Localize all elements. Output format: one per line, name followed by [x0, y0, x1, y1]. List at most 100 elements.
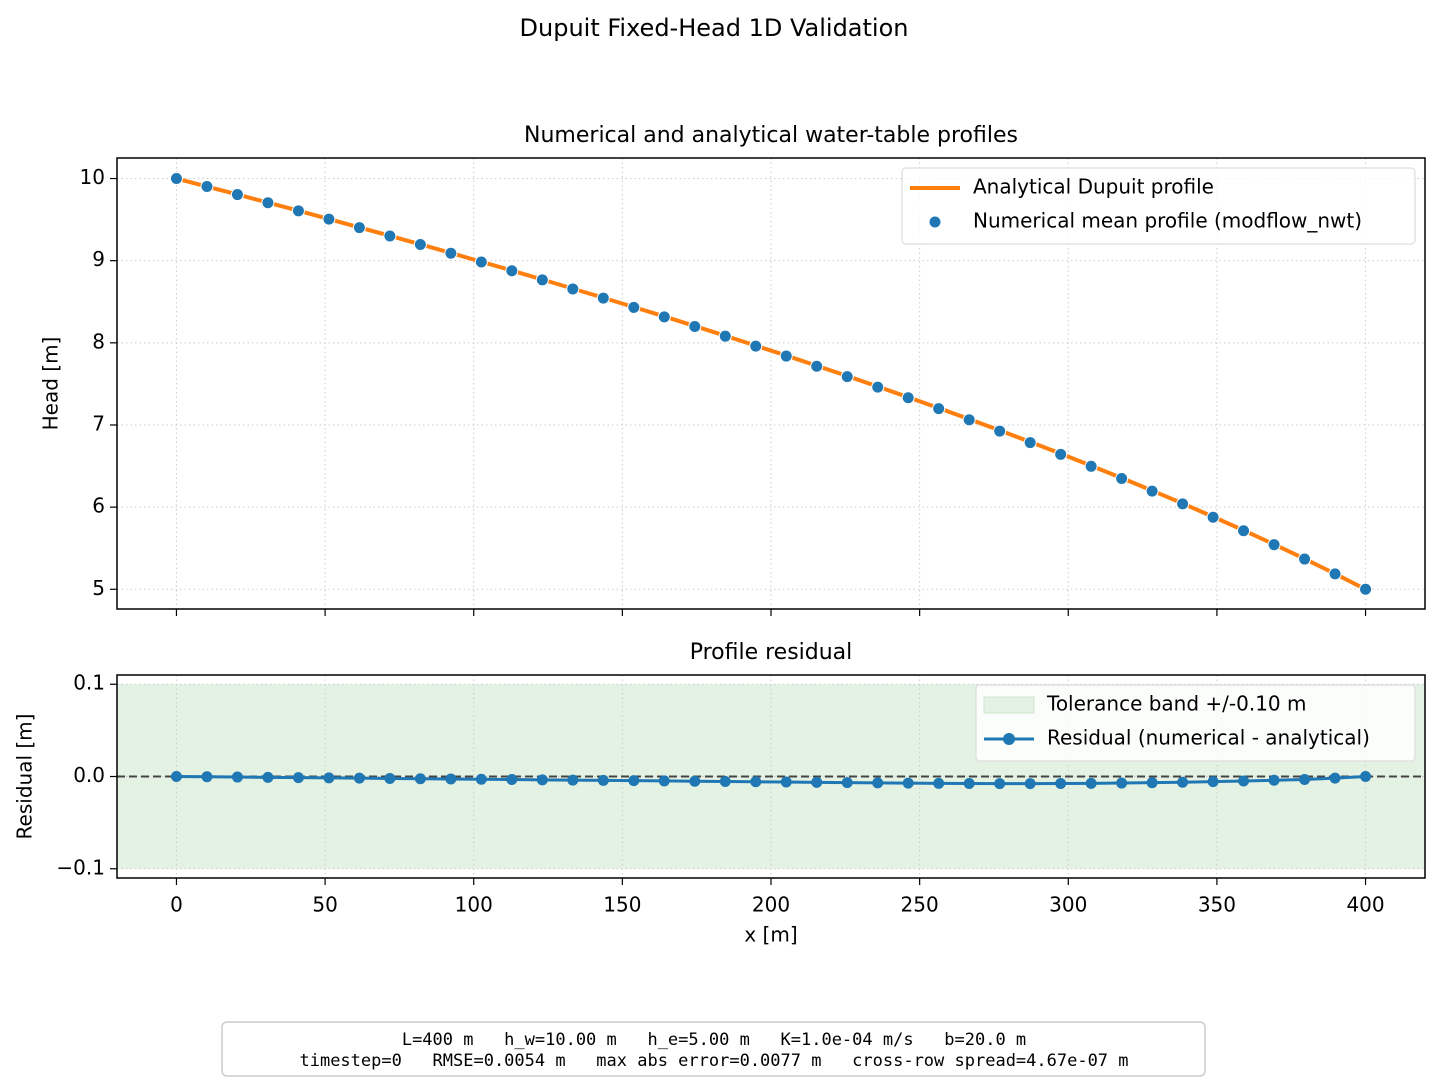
- y-tick-label: 6: [92, 494, 105, 518]
- x-axis-label: x [m]: [744, 923, 797, 947]
- data-point: [1115, 472, 1129, 486]
- data-point: [1023, 436, 1037, 450]
- data-point: [292, 772, 304, 784]
- x-tick-label: 400: [1346, 893, 1384, 917]
- data-point: [474, 255, 488, 269]
- data-point: [1116, 777, 1128, 789]
- data-point: [749, 339, 763, 353]
- y-tick-label: 9: [92, 247, 105, 271]
- data-point: [811, 776, 823, 788]
- data-point: [810, 359, 824, 373]
- series-line: [175, 176, 1367, 592]
- data-point: [261, 196, 275, 210]
- data-point: [475, 773, 487, 785]
- legend-swatch: [983, 696, 1035, 714]
- data-point: [1237, 524, 1251, 538]
- data-point: [170, 771, 182, 782]
- data-point: [688, 319, 702, 333]
- legend-label: Residual (numerical - analytical): [1047, 726, 1370, 750]
- data-point: [932, 402, 946, 416]
- data-point: [1328, 567, 1342, 581]
- data-point: [1267, 538, 1281, 552]
- data-point: [1206, 510, 1220, 524]
- figure-title: Dupuit Fixed-Head 1D Validation: [520, 14, 909, 42]
- data-point: [1055, 778, 1067, 790]
- footer-line: timestep=0 RMSE=0.0054 m max abs error=0…: [299, 1051, 1128, 1071]
- data-point: [872, 777, 884, 789]
- data-point: [536, 774, 548, 786]
- data-point: [657, 310, 671, 324]
- y-tick-label: 8: [92, 329, 105, 353]
- x-tick-label: 350: [1198, 893, 1236, 917]
- data-point: [1268, 774, 1280, 786]
- legend-box: [975, 684, 1416, 762]
- data-point: [871, 380, 885, 394]
- data-point: [506, 774, 518, 786]
- data-point: [231, 771, 243, 783]
- legend-box: [901, 167, 1416, 245]
- y-tick-label: 0.0: [73, 763, 105, 787]
- data-point: [1298, 552, 1312, 566]
- series-line: [176, 775, 1366, 786]
- data-point: [963, 778, 975, 790]
- data-point: [1238, 775, 1250, 787]
- y-tick-label: 5: [92, 576, 105, 600]
- y-tick-label: 7: [92, 411, 105, 435]
- data-point: [566, 282, 580, 296]
- data-point: [933, 777, 945, 789]
- data-point: [596, 291, 610, 305]
- x-tick-label: 300: [1049, 893, 1087, 917]
- data-point: [567, 774, 579, 786]
- x-tick-label: 100: [455, 893, 493, 917]
- axes-title: Numerical and analytical water-table pro…: [524, 123, 1018, 148]
- data-point: [291, 204, 305, 218]
- data-point: [200, 180, 214, 194]
- data-point: [323, 772, 335, 784]
- data-point: [902, 777, 914, 789]
- data-point: [322, 212, 336, 226]
- data-point: [840, 370, 854, 384]
- data-point: [1177, 776, 1189, 788]
- y-tick-label: 10: [80, 165, 105, 189]
- data-point: [1054, 447, 1068, 461]
- data-point: [993, 424, 1007, 438]
- data-point: [1085, 777, 1097, 789]
- data-point: [1329, 772, 1341, 784]
- data-point: [627, 300, 641, 314]
- data-point: [1299, 773, 1311, 785]
- data-point: [353, 772, 365, 784]
- data-point: [230, 188, 244, 202]
- x-tick-label: 150: [603, 893, 641, 917]
- footer-line: L=400 m h_w=10.00 m h_e=5.00 m K=1.0e-04…: [402, 1030, 1026, 1050]
- legend-swatch: [1003, 733, 1015, 745]
- data-point: [262, 771, 274, 783]
- data-point: [719, 775, 731, 787]
- legend-label: Numerical mean profile (modflow_nwt): [973, 209, 1362, 233]
- legend-label: Tolerance band +/-0.10 m: [1046, 692, 1307, 716]
- data-point: [718, 329, 732, 343]
- data-point: [505, 264, 519, 278]
- data-point: [1207, 776, 1219, 788]
- footer-box: [221, 1021, 1206, 1077]
- data-point: [1176, 497, 1190, 511]
- y-tick-label: −0.1: [56, 855, 105, 879]
- data-point: [201, 771, 213, 783]
- data-point: [445, 773, 457, 785]
- legend-swatch: [928, 215, 942, 229]
- data-point: [658, 775, 670, 787]
- data-point: [841, 777, 853, 789]
- x-tick-label: 250: [901, 893, 939, 917]
- y-axis-label: Residual [m]: [13, 714, 37, 840]
- data-point: [169, 172, 183, 186]
- data-point: [962, 413, 976, 427]
- data-point: [779, 349, 793, 363]
- data-point: [1360, 771, 1372, 782]
- data-point: [383, 229, 397, 243]
- data-point: [414, 773, 426, 785]
- x-tick-label: 50: [312, 893, 337, 917]
- data-point: [597, 774, 609, 786]
- data-point: [1146, 777, 1158, 789]
- data-point: [994, 778, 1006, 790]
